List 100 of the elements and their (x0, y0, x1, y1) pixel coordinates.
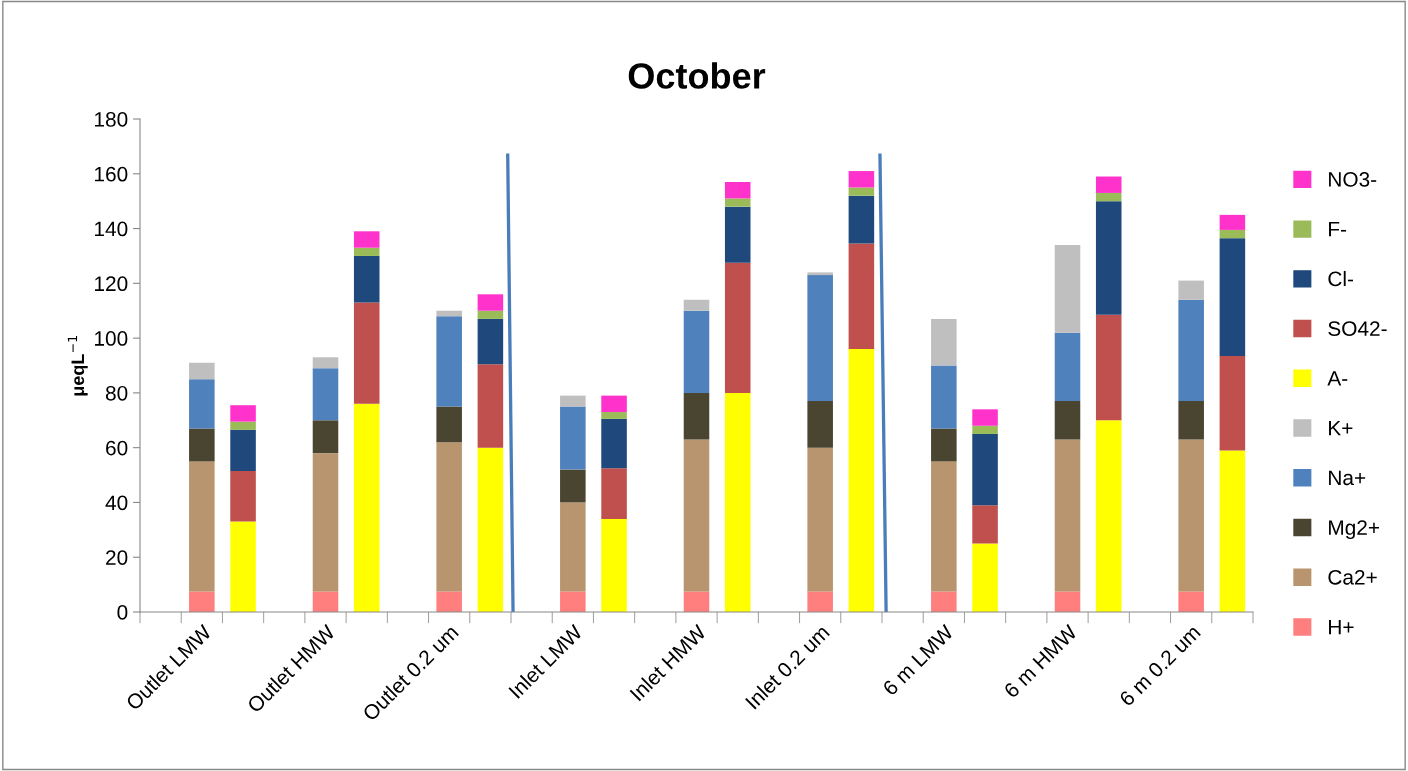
bar (477, 310, 504, 319)
bar (931, 461, 957, 592)
bar (436, 442, 462, 592)
bar (931, 318, 957, 366)
bar (807, 401, 833, 448)
bar (724, 181, 751, 199)
bar (848, 243, 875, 350)
bar (601, 468, 627, 519)
bar (353, 247, 380, 256)
y-tick-label: 80 (105, 385, 128, 401)
bar (848, 171, 875, 188)
bar (230, 405, 256, 422)
bar (848, 349, 875, 612)
bar (1054, 244, 1081, 333)
legend-label: A- (1327, 371, 1348, 386)
bar (848, 187, 875, 196)
bar (312, 453, 339, 592)
bar (683, 392, 710, 440)
bar (931, 428, 957, 462)
bar (230, 521, 256, 612)
bar (1054, 332, 1081, 402)
bar (312, 357, 339, 369)
legend-label: SO42- (1328, 321, 1387, 336)
bar (683, 299, 710, 311)
bar (436, 310, 462, 317)
bar (724, 206, 751, 263)
y-tick-label: 180 (95, 112, 128, 127)
bar (724, 392, 751, 612)
y-tick-label: 120 (95, 276, 128, 292)
y-tick-label: 140 (95, 221, 128, 237)
bar (1095, 420, 1122, 612)
x-tick-label: Inlet 0.2 um (744, 624, 831, 710)
bar (189, 362, 215, 380)
bar (807, 591, 833, 612)
bar (353, 403, 380, 612)
bar (353, 231, 380, 248)
legend-label: Na+ (1329, 470, 1366, 486)
bar (807, 447, 833, 592)
x-tick-label: 6 m 0.2 um (1118, 624, 1202, 707)
bar (972, 543, 998, 612)
y-tick-label: 100 (95, 331, 128, 346)
bar (436, 406, 462, 443)
bar (931, 591, 957, 612)
bar (189, 379, 215, 429)
legend-label: NO3- (1329, 172, 1377, 187)
y-tick-label: 20 (106, 550, 128, 565)
bar (601, 518, 627, 612)
bar (230, 421, 256, 430)
bar (807, 275, 833, 402)
bar (724, 198, 751, 207)
y-axis-title: μeqL$^{−1}$ (67, 335, 88, 396)
legend-label: F- (1329, 221, 1347, 237)
bar (1054, 439, 1081, 592)
bar (807, 272, 833, 276)
legend-label: Ca2+ (1328, 569, 1377, 585)
bar (436, 316, 462, 407)
bar (1178, 591, 1204, 612)
bar (560, 502, 586, 592)
bar (848, 195, 875, 244)
y-tick-label: 40 (105, 495, 128, 511)
bar (1178, 299, 1204, 402)
bar (1178, 280, 1204, 300)
bar (1219, 214, 1246, 230)
bar (1095, 201, 1122, 315)
bar (1054, 591, 1081, 612)
bar (972, 425, 998, 434)
bar (477, 364, 504, 448)
bar (1178, 401, 1204, 440)
bar (560, 395, 586, 407)
bar (189, 461, 215, 592)
bar (1219, 450, 1246, 612)
bar (972, 433, 998, 506)
bar (353, 255, 380, 303)
bar (560, 406, 586, 470)
legend-label: H+ (1329, 619, 1354, 635)
bar (353, 302, 380, 404)
legend-label: K+ (1329, 420, 1353, 436)
bar (1095, 176, 1122, 193)
bar (477, 318, 504, 365)
bar (436, 591, 462, 612)
y-tick-label: 60 (106, 440, 128, 456)
legend-label: Cl- (1328, 270, 1354, 287)
bar (972, 505, 998, 544)
chart-title: October (628, 62, 766, 89)
bar (683, 310, 710, 393)
bar (560, 469, 586, 503)
bar (312, 591, 339, 612)
bar (189, 591, 215, 612)
bar (312, 368, 339, 421)
legend-label: Mg2+ (1329, 520, 1380, 540)
bar (601, 418, 627, 469)
bar (560, 591, 586, 612)
y-tick-label: 160 (95, 166, 128, 182)
bar (1219, 238, 1246, 356)
bar (1095, 192, 1122, 202)
bar (230, 429, 256, 471)
bar (601, 395, 627, 413)
bar (683, 591, 710, 612)
bar (1219, 355, 1246, 451)
bar (189, 428, 215, 462)
